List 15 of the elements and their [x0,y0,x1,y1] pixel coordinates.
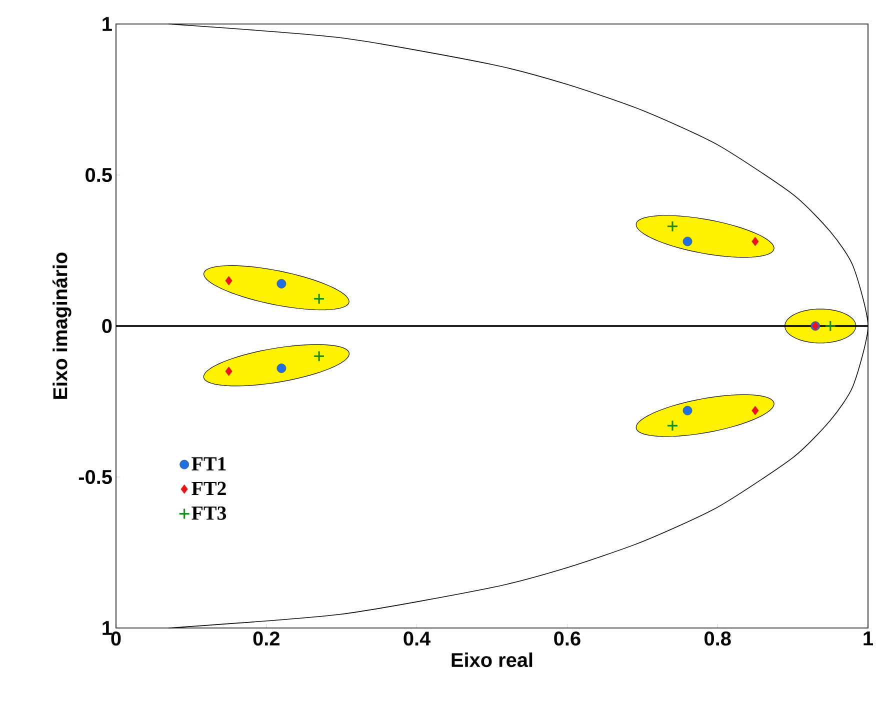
y-tick-label: 1 [102,621,112,635]
y-tick-label: 0.5 [86,168,112,182]
y-axis-title: Eixo imaginário [52,252,72,399]
x-axis-title: Eixo real [452,652,532,668]
y-tick-label: 1 [102,17,112,31]
x-tick-label: 1 [864,632,873,646]
y-tick-label: 0 [102,318,112,334]
x-tick-label: 0.8 [704,632,731,646]
x-tick-label: 0.4 [404,632,431,646]
legend-label: FT1 [192,457,226,470]
x-tick-label: 0.2 [253,632,280,646]
y-tick-label: -0.5 [78,470,112,484]
legend-label: FT2 [192,482,226,495]
legend-label: FT3 [192,506,226,520]
x-tick-label: 0.6 [554,632,580,646]
